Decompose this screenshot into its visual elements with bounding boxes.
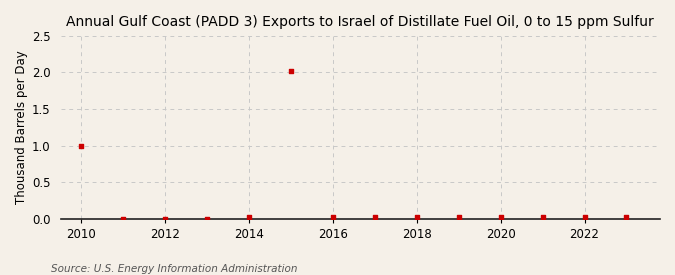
Text: Source: U.S. Energy Information Administration: Source: U.S. Energy Information Administ… — [51, 264, 297, 274]
Point — [621, 215, 632, 219]
Title: Annual Gulf Coast (PADD 3) Exports to Israel of Distillate Fuel Oil, 0 to 15 ppm: Annual Gulf Coast (PADD 3) Exports to Is… — [66, 15, 654, 29]
Point — [76, 143, 87, 148]
Point — [495, 215, 506, 219]
Point — [412, 215, 423, 219]
Point — [244, 215, 254, 219]
Point — [454, 215, 464, 219]
Point — [369, 215, 380, 219]
Point — [160, 216, 171, 221]
Point — [118, 216, 129, 221]
Point — [202, 216, 213, 221]
Y-axis label: Thousand Barrels per Day: Thousand Barrels per Day — [15, 50, 28, 204]
Point — [327, 215, 338, 219]
Point — [579, 215, 590, 219]
Point — [537, 215, 548, 219]
Point — [286, 69, 296, 73]
